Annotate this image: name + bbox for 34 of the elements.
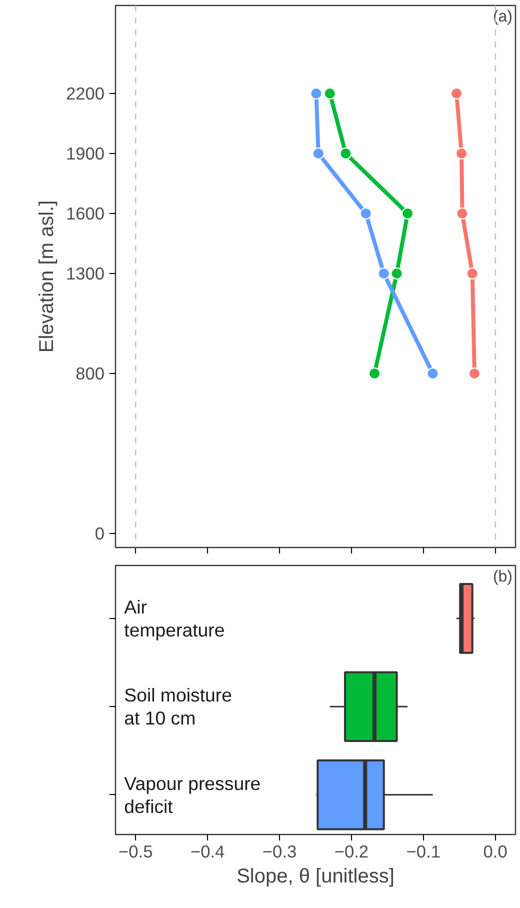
point — [456, 208, 468, 220]
point — [466, 268, 478, 280]
x-tick-label: 0.0 — [483, 842, 508, 862]
point — [456, 148, 468, 160]
y-tick-label: 2200 — [66, 84, 105, 104]
x-tick-label: −0.1 — [406, 842, 441, 862]
y-axis-title: Elevation [m asl.] — [36, 200, 58, 353]
annotation: (b) — [492, 568, 513, 586]
x-tick-label: −0.3 — [262, 842, 297, 862]
y-tick-label: 800 — [76, 364, 105, 384]
point — [310, 88, 322, 100]
y-tick-label: 1900 — [66, 144, 105, 164]
category-label: Air temperature — [124, 596, 225, 640]
point — [378, 268, 390, 280]
y-tick-label: 0 — [94, 524, 105, 544]
y-tick-label: 1600 — [66, 204, 105, 224]
category-label: Vapour pressure deficit — [124, 772, 261, 817]
x-axis-title: Slope, θ [unitless] — [236, 866, 394, 888]
point — [450, 88, 463, 100]
annotation: (a) — [492, 8, 513, 26]
x-tick-label: −0.4 — [190, 842, 226, 862]
point — [402, 208, 414, 220]
point — [426, 368, 439, 380]
point — [390, 268, 403, 280]
point — [340, 148, 352, 160]
x-tick-label: −0.2 — [334, 842, 369, 862]
point — [324, 88, 336, 100]
point — [360, 208, 372, 220]
point — [312, 148, 324, 160]
y-tick-label: 1300 — [66, 264, 105, 284]
category-label: Soil moisture at 10 cm — [124, 684, 232, 729]
x-tick-label: −0.5 — [118, 842, 153, 862]
point — [468, 368, 480, 380]
point — [368, 368, 380, 380]
